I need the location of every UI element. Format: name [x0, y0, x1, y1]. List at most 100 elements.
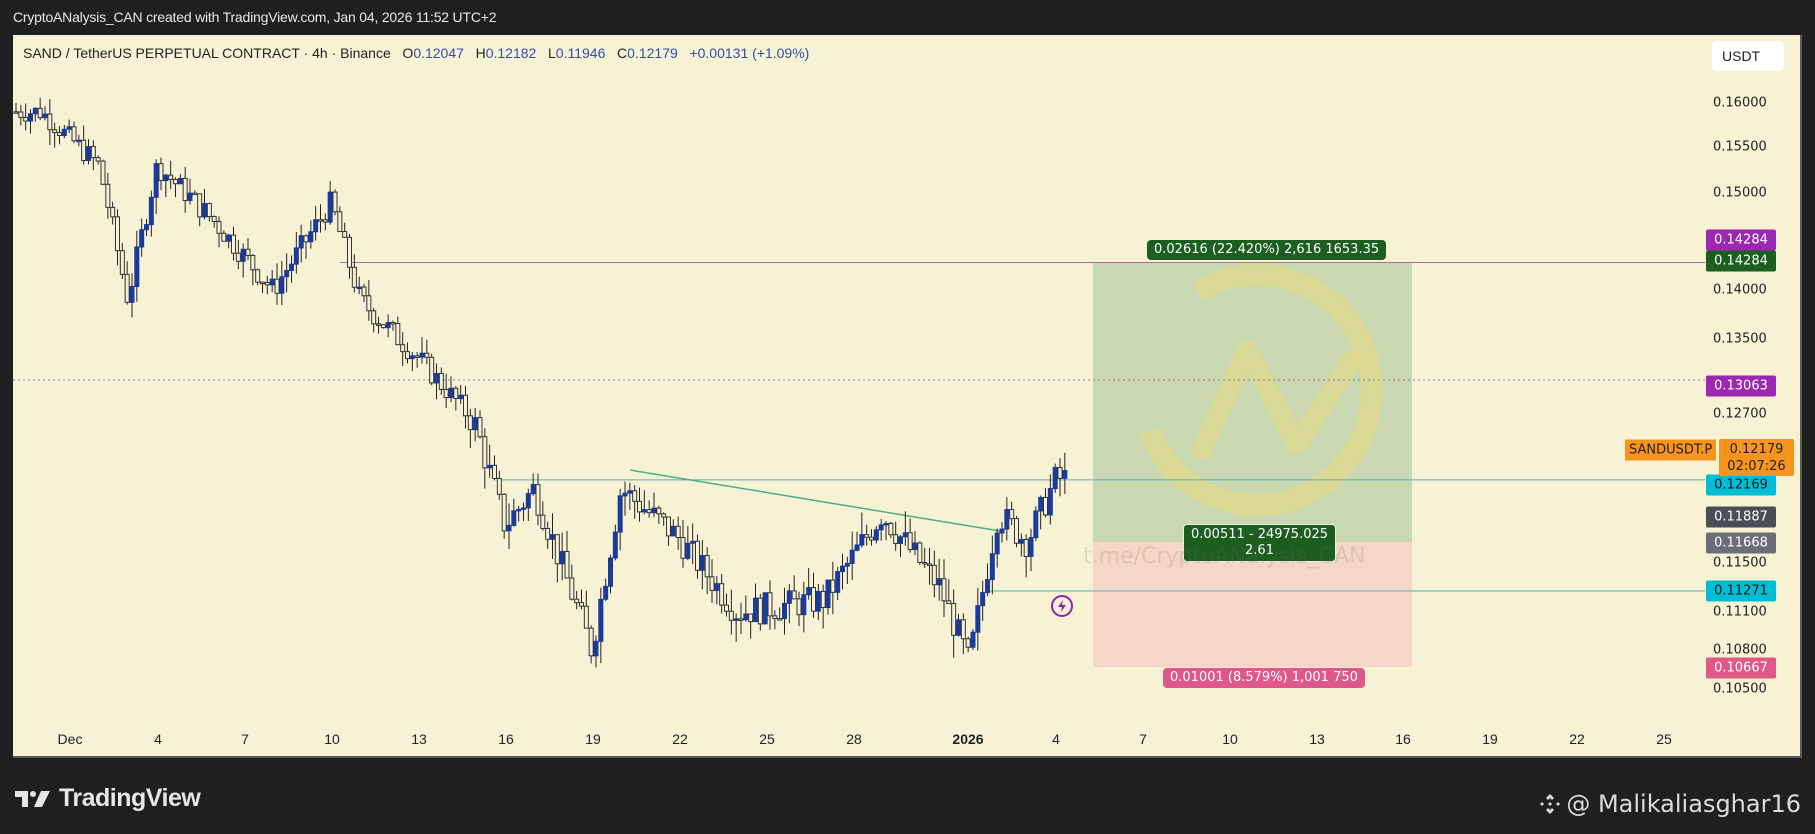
chart-caption: CryptoANalysis_CAN created with TradingV…	[13, 9, 497, 25]
candle	[443, 388, 449, 399]
candle	[960, 619, 966, 640]
candle	[289, 263, 294, 271]
candle	[670, 525, 676, 537]
candle	[409, 355, 415, 360]
candle	[187, 192, 193, 202]
candle	[264, 281, 270, 286]
candle	[71, 126, 77, 142]
candle	[23, 116, 29, 122]
candle	[52, 129, 58, 134]
time-axis-label: 7	[1139, 731, 1147, 747]
high-label: H	[475, 45, 486, 61]
candle	[748, 613, 754, 623]
chart-panel[interactable]: SAND / TetherUS PERPETUAL CONTRACT · 4h …	[13, 35, 1802, 758]
candle	[666, 516, 671, 537]
price-level-tag: 0.11668	[1706, 532, 1776, 554]
candle	[467, 415, 473, 431]
candle	[772, 615, 778, 620]
candle	[844, 562, 850, 567]
price-axis-label: 0.16000	[1713, 95, 1767, 111]
candle	[115, 216, 120, 252]
entry-info: 0.00511 - 24975.025	[1191, 527, 1329, 542]
symbol-title[interactable]: SAND / TetherUS PERPETUAL CONTRACT · 4h …	[23, 45, 391, 61]
candle	[627, 490, 633, 494]
candle	[902, 532, 908, 538]
currency-button[interactable]: USDT	[1712, 41, 1784, 71]
candle	[516, 508, 522, 512]
candle	[554, 534, 560, 565]
candle	[1043, 496, 1048, 516]
time-axis-label: 25	[1656, 731, 1672, 747]
candle	[424, 352, 430, 358]
candle	[603, 585, 609, 600]
candle	[1052, 466, 1058, 490]
candle	[124, 273, 130, 303]
candle	[583, 605, 589, 629]
candle	[303, 235, 309, 243]
candle	[153, 163, 159, 198]
candle	[849, 549, 855, 564]
candle	[274, 278, 280, 294]
time-axis-label: 7	[241, 731, 249, 747]
candle	[569, 577, 575, 600]
profit-zone	[1093, 262, 1412, 543]
loss-zone	[1093, 542, 1412, 668]
candle	[240, 248, 246, 262]
candle	[1014, 518, 1019, 544]
candle	[777, 618, 783, 621]
candle	[873, 529, 879, 541]
price-axis-label: 0.14000	[1713, 282, 1767, 298]
candle	[675, 525, 681, 539]
time-axis-label: 13	[411, 731, 427, 747]
candle	[757, 597, 763, 625]
candle	[366, 295, 372, 312]
candle	[361, 286, 367, 297]
candle	[564, 551, 570, 579]
candle	[525, 493, 531, 509]
candle	[975, 605, 981, 633]
candle	[100, 160, 106, 185]
price-level-tag: 0.11887	[1706, 506, 1776, 528]
candle	[18, 111, 24, 118]
low-value: 0.11946	[555, 45, 606, 61]
candle	[719, 583, 725, 606]
candle	[579, 602, 584, 607]
candle	[704, 555, 710, 578]
candle	[651, 507, 657, 514]
candle	[864, 534, 870, 538]
candle	[612, 531, 618, 559]
candlestick-chart[interactable]	[13, 35, 1802, 758]
candle	[95, 157, 101, 162]
candle	[608, 557, 613, 587]
price-level-tag: 0.13063	[1706, 375, 1776, 397]
candle	[284, 269, 290, 278]
candle	[119, 250, 125, 275]
price-level-tag: 0.10667	[1706, 657, 1776, 679]
tradingview-logo[interactable]: TradingView	[15, 784, 201, 813]
candle	[173, 178, 178, 185]
candle	[685, 542, 691, 559]
candle	[163, 174, 169, 182]
close-value: 0.12179	[627, 45, 678, 61]
price-axis-label: 0.12700	[1713, 406, 1767, 422]
candle	[854, 544, 860, 551]
price-axis-label: 0.10800	[1713, 642, 1767, 658]
candle	[192, 192, 198, 196]
candle	[429, 356, 435, 384]
alert-icon[interactable]	[1051, 595, 1073, 617]
candle	[893, 534, 899, 544]
candle	[496, 477, 502, 495]
candle	[221, 232, 227, 242]
candle	[878, 524, 884, 531]
candle	[332, 191, 338, 213]
price-level-tag: 0.14284	[1706, 250, 1776, 272]
candle	[438, 372, 444, 390]
candle	[743, 613, 749, 621]
candle	[202, 203, 207, 218]
candle	[28, 113, 33, 122]
candle	[801, 594, 807, 616]
candle	[472, 417, 478, 431]
candle	[1018, 538, 1024, 544]
candle	[951, 603, 957, 636]
candle	[1038, 496, 1044, 512]
